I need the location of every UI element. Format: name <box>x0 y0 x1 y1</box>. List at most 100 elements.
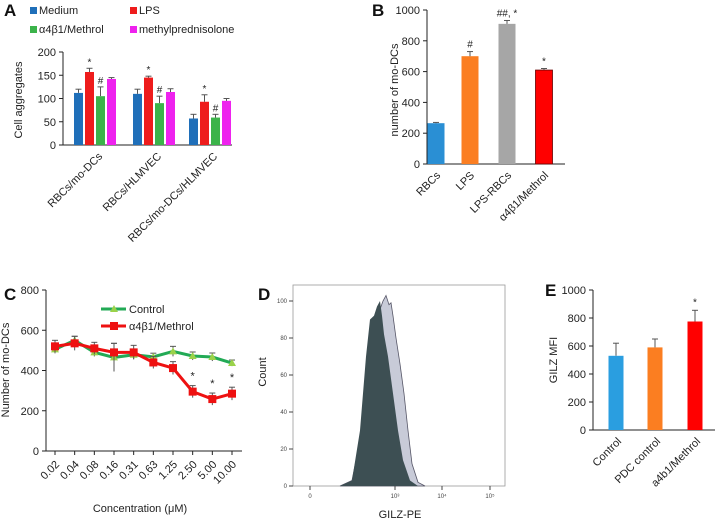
panel-e-ylabel: GILZ MFI <box>548 337 560 383</box>
panel-a-legend-label: Medium <box>39 5 78 17</box>
panel-d-y-tick-label: 80 <box>280 336 287 342</box>
panel-a-x-label: RBCs/mo-DCs <box>46 150 106 210</box>
panel-a-ylabel: Cell aggregates <box>13 61 25 139</box>
panel-c-marker <box>90 344 99 353</box>
panel-c-marker <box>228 389 236 398</box>
panel-b-annotation: ##, * <box>497 8 518 19</box>
panel-e-y-tick-label: 800 <box>568 313 586 325</box>
panel-label-d: D <box>258 285 270 304</box>
panel-e-y-tick-label: 0 <box>580 425 586 437</box>
panel-a-annotation: * <box>203 84 207 95</box>
panel-c-x-label: 0.04 <box>58 459 82 483</box>
panel-a-bar <box>200 101 209 145</box>
panel-c-annotation: * <box>191 371 196 383</box>
panel-e-y-tick-label: 600 <box>568 341 586 353</box>
panel-e-bar <box>608 355 624 430</box>
panel-a-bar <box>155 103 164 145</box>
panel-b-y-tick-label: 200 <box>402 128 420 140</box>
panel-c-x-label: 0.16 <box>97 459 121 483</box>
panel-a-legend-label: methylprednisolone <box>139 24 234 36</box>
panel-c-marker <box>208 353 217 361</box>
panel-a-y-tick-label: 150 <box>38 70 56 82</box>
panel-c-legend-marker <box>110 305 118 312</box>
panel-a-annotation: # <box>157 85 163 96</box>
panel-a-bar <box>211 117 220 145</box>
panel-a-x-label: RBCs/HLMVEC <box>101 151 164 214</box>
panel-b-bar <box>535 69 553 165</box>
panel-e-y-tick-label: 200 <box>568 397 586 409</box>
panel-a-legend-label: α4β1/Methrol <box>39 24 104 36</box>
panel-c-annotation: * <box>230 372 235 384</box>
panel-c-x-label: 10.00 <box>211 459 239 487</box>
panel-c-marker <box>51 342 59 351</box>
panel-c-annotation: * <box>210 378 215 390</box>
panel-b-bar <box>427 123 445 164</box>
panel-d-xlabel: GILZ-PE <box>379 509 422 521</box>
panel-c-legend-marker <box>110 322 118 330</box>
panel-d-x-tick-label: 10³ <box>391 494 400 500</box>
panel-b-bar <box>461 56 479 165</box>
panel-a-legend-swatch <box>30 7 37 14</box>
panel-c-x-label: 0.31 <box>117 459 141 483</box>
panel-b-y-tick-label: 600 <box>402 67 420 79</box>
panel-c-xlabel: Concentration (μM) <box>93 503 187 515</box>
panel-e-y-tick-label: 400 <box>568 369 586 381</box>
panel-d-y-tick-label: 0 <box>284 484 288 490</box>
panel-a-y-tick-label: 200 <box>38 47 56 59</box>
panel-b-annotation: * <box>542 57 546 68</box>
panel-b-annotation: # <box>467 40 473 51</box>
panel-a-annotation: # <box>98 76 104 87</box>
panel-label-b: B <box>372 1 384 20</box>
panel-e-y-tick-label: 1000 <box>562 285 586 297</box>
panel-c-line-treated <box>54 341 233 401</box>
panel-e-annotation: * <box>693 297 697 308</box>
panel-c-y-tick-label: 600 <box>21 325 39 337</box>
panel-c-x-label: 0.63 <box>137 459 161 483</box>
panel-b-ylabel: number of mo-DCs <box>389 43 401 136</box>
panel-c-x-label: 2.50 <box>176 459 200 483</box>
panel-b-x-label: RBCs <box>414 169 443 198</box>
panel-b-bar <box>498 23 516 164</box>
panel-c-legend-label: Control <box>129 304 164 316</box>
panel-c-y-tick-label: 0 <box>33 446 39 458</box>
panel-a-bar <box>85 71 94 145</box>
panel-a-legend-swatch <box>130 7 137 14</box>
panel-d-x-tick-label: 10⁴ <box>437 493 447 500</box>
panel-a-annotation: # <box>213 103 219 114</box>
panel-c-marker <box>228 359 236 367</box>
panel-e-x-label: Control <box>591 436 625 470</box>
panel-b-y-tick-label: 800 <box>402 36 420 48</box>
panel-d-x-tick-label: 10⁵ <box>485 493 495 500</box>
panel-a-legend-label: LPS <box>139 5 160 17</box>
panel-a-y-tick-label: 50 <box>44 117 56 129</box>
panel-c-x-label: 0.08 <box>78 459 102 483</box>
panel-c-y-tick-label: 200 <box>21 406 39 418</box>
panel-a-bar <box>189 118 198 145</box>
panel-c-y-tick-label: 800 <box>21 285 39 297</box>
panel-d-x-tick-label: 0 <box>308 494 312 500</box>
panel-c-legend-label: α4β1/Methrol <box>129 321 194 333</box>
panel-a-annotation: * <box>147 65 151 76</box>
panel-a-bar <box>74 92 83 145</box>
panel-a-bar <box>133 93 142 145</box>
panel-d-histogram-control <box>340 301 418 486</box>
panel-a-bar <box>166 91 175 145</box>
panel-a-bar <box>144 77 153 145</box>
panel-d-y-tick-label: 40 <box>280 410 287 416</box>
panel-d-y-tick-label: 60 <box>280 373 287 379</box>
panel-a-annotation: * <box>88 57 92 68</box>
panel-b-y-tick-label: 0 <box>414 159 420 171</box>
panel-e-bar <box>647 347 663 430</box>
panel-a-legend-swatch <box>30 26 37 33</box>
panel-e-bar <box>687 321 703 430</box>
panel-a-bar <box>96 96 105 145</box>
panel-c-marker <box>169 364 177 373</box>
panel-label-c: C <box>4 285 16 304</box>
panel-a-y-tick-label: 0 <box>50 140 56 152</box>
panel-a-y-tick-label: 100 <box>38 94 56 106</box>
panel-a-legend-swatch <box>130 26 137 33</box>
panel-c-marker <box>169 347 177 355</box>
panel-c-marker <box>149 358 158 367</box>
panel-label-a: A <box>4 1 16 20</box>
